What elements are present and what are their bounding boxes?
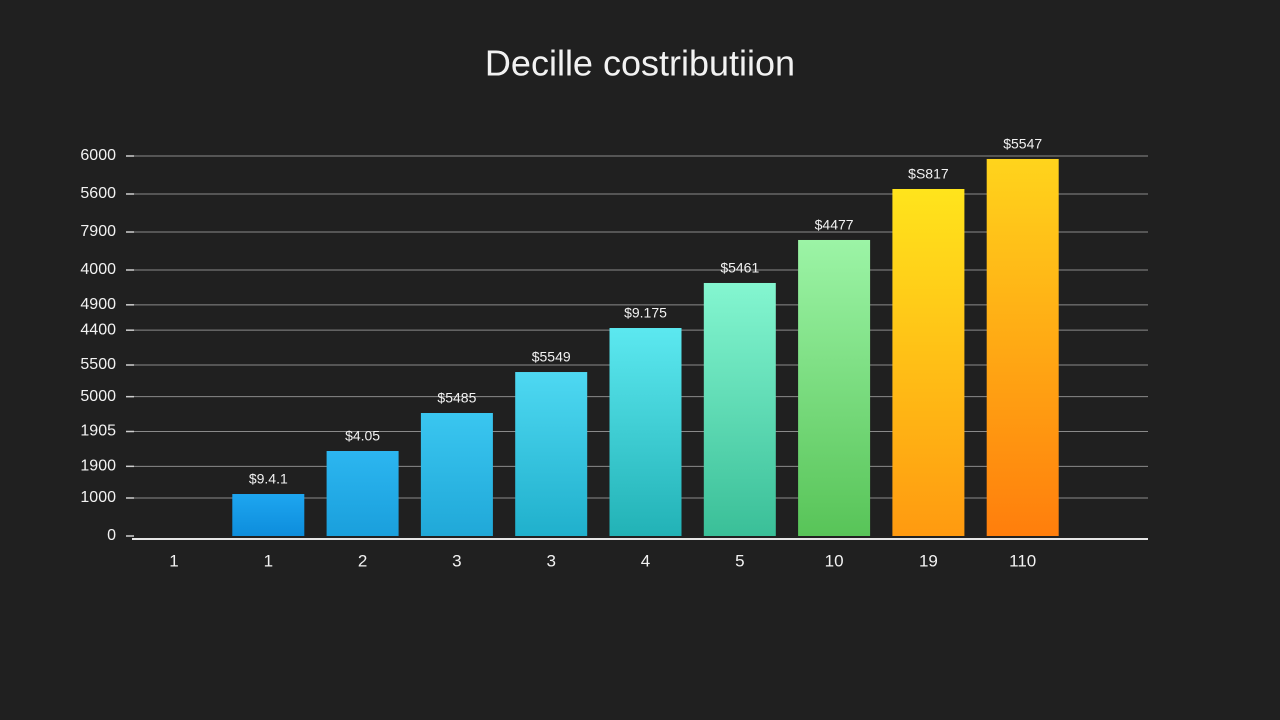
y-tick-label: 1905 — [80, 423, 116, 440]
bar-label: $4477 — [815, 217, 854, 233]
bar-label: $9.175 — [624, 305, 667, 321]
bar-label: $5485 — [437, 390, 476, 406]
y-tick-label: 5600 — [80, 185, 116, 202]
x-tick-label: 10 — [825, 551, 844, 570]
y-tick-label: 1000 — [80, 489, 116, 506]
bar — [892, 188, 965, 536]
bar-label: $5547 — [1003, 136, 1042, 152]
bar-label: $9.4.1 — [249, 471, 288, 487]
x-tick-label: 2 — [358, 551, 367, 570]
y-tick-label: 5000 — [80, 388, 116, 405]
bar-label: $5549 — [532, 349, 571, 365]
bar-label: $5461 — [720, 260, 759, 276]
y-tick-label: 4900 — [80, 296, 116, 313]
x-tick-label: 5 — [735, 551, 744, 570]
bar — [609, 328, 682, 536]
bar — [515, 372, 588, 536]
bar — [798, 239, 871, 537]
x-tick-label: 1 — [169, 551, 178, 570]
x-tick-label: 110 — [1009, 551, 1036, 570]
bar — [326, 451, 399, 536]
y-tick-label: 4400 — [80, 321, 116, 338]
y-tick-label: 1900 — [80, 458, 116, 475]
bar-label: $4.05 — [345, 428, 380, 444]
y-tick-label: 6000 — [80, 147, 116, 164]
bar — [232, 494, 305, 536]
y-tick-label: 7900 — [80, 223, 116, 240]
bar — [986, 158, 1059, 536]
bar — [420, 413, 493, 536]
x-tick-label: 3 — [546, 551, 555, 570]
chart-title: Decille costributiion — [485, 43, 795, 84]
bar — [703, 282, 776, 536]
x-tick-label: 4 — [641, 551, 650, 570]
x-tick-label: 1 — [264, 551, 273, 570]
y-tick-label: 0 — [107, 527, 116, 544]
x-tick-label: 19 — [919, 551, 938, 570]
x-tick-label: 3 — [452, 551, 461, 570]
bar-label: $S817 — [908, 166, 949, 182]
y-tick-label: 5500 — [80, 356, 116, 373]
y-tick-label: 4000 — [80, 261, 116, 278]
